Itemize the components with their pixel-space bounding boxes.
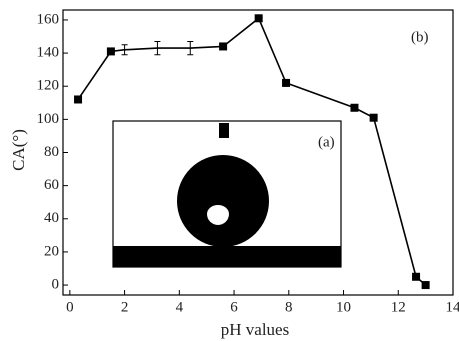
y-tick-label: 80 <box>44 144 59 160</box>
error-bar <box>187 40 194 56</box>
x-tick-label: 6 <box>230 299 238 315</box>
marker <box>254 14 263 23</box>
y-tick-label: 160 <box>37 11 60 27</box>
annotation: (a) <box>318 134 335 150</box>
inset-highlight <box>207 205 229 225</box>
inset-substrate <box>113 246 341 267</box>
marker <box>74 95 83 104</box>
error-bar <box>121 44 128 56</box>
annotation: (b) <box>411 29 429 45</box>
inset-needle <box>219 123 229 138</box>
x-tick-label: 2 <box>121 299 129 315</box>
x-tick-label: 0 <box>66 299 74 315</box>
marker <box>421 281 430 290</box>
x-tick-label: 4 <box>176 299 184 315</box>
y-tick-label: 20 <box>44 243 59 259</box>
y-tick-label: 40 <box>44 210 59 226</box>
marker <box>412 272 421 281</box>
marker <box>219 42 228 51</box>
x-tick-label: 8 <box>285 299 293 315</box>
inset-droplet <box>177 155 269 247</box>
y-tick-label: 0 <box>52 276 60 292</box>
marker <box>350 103 359 112</box>
x-axis-label: pH values <box>221 320 289 339</box>
x-tick-label: 14 <box>446 299 459 315</box>
x-tick-label: 12 <box>391 299 406 315</box>
y-tick-label: 60 <box>44 177 59 193</box>
marker <box>106 47 115 56</box>
x-tick-label: 10 <box>336 299 351 315</box>
marker <box>369 113 378 122</box>
marker <box>282 78 291 87</box>
y-tick-label: 120 <box>37 78 60 94</box>
error-bar <box>154 40 161 56</box>
y-axis-label: CA(°) <box>9 129 28 171</box>
y-tick-label: 140 <box>37 45 60 61</box>
y-tick-label: 100 <box>37 111 60 127</box>
